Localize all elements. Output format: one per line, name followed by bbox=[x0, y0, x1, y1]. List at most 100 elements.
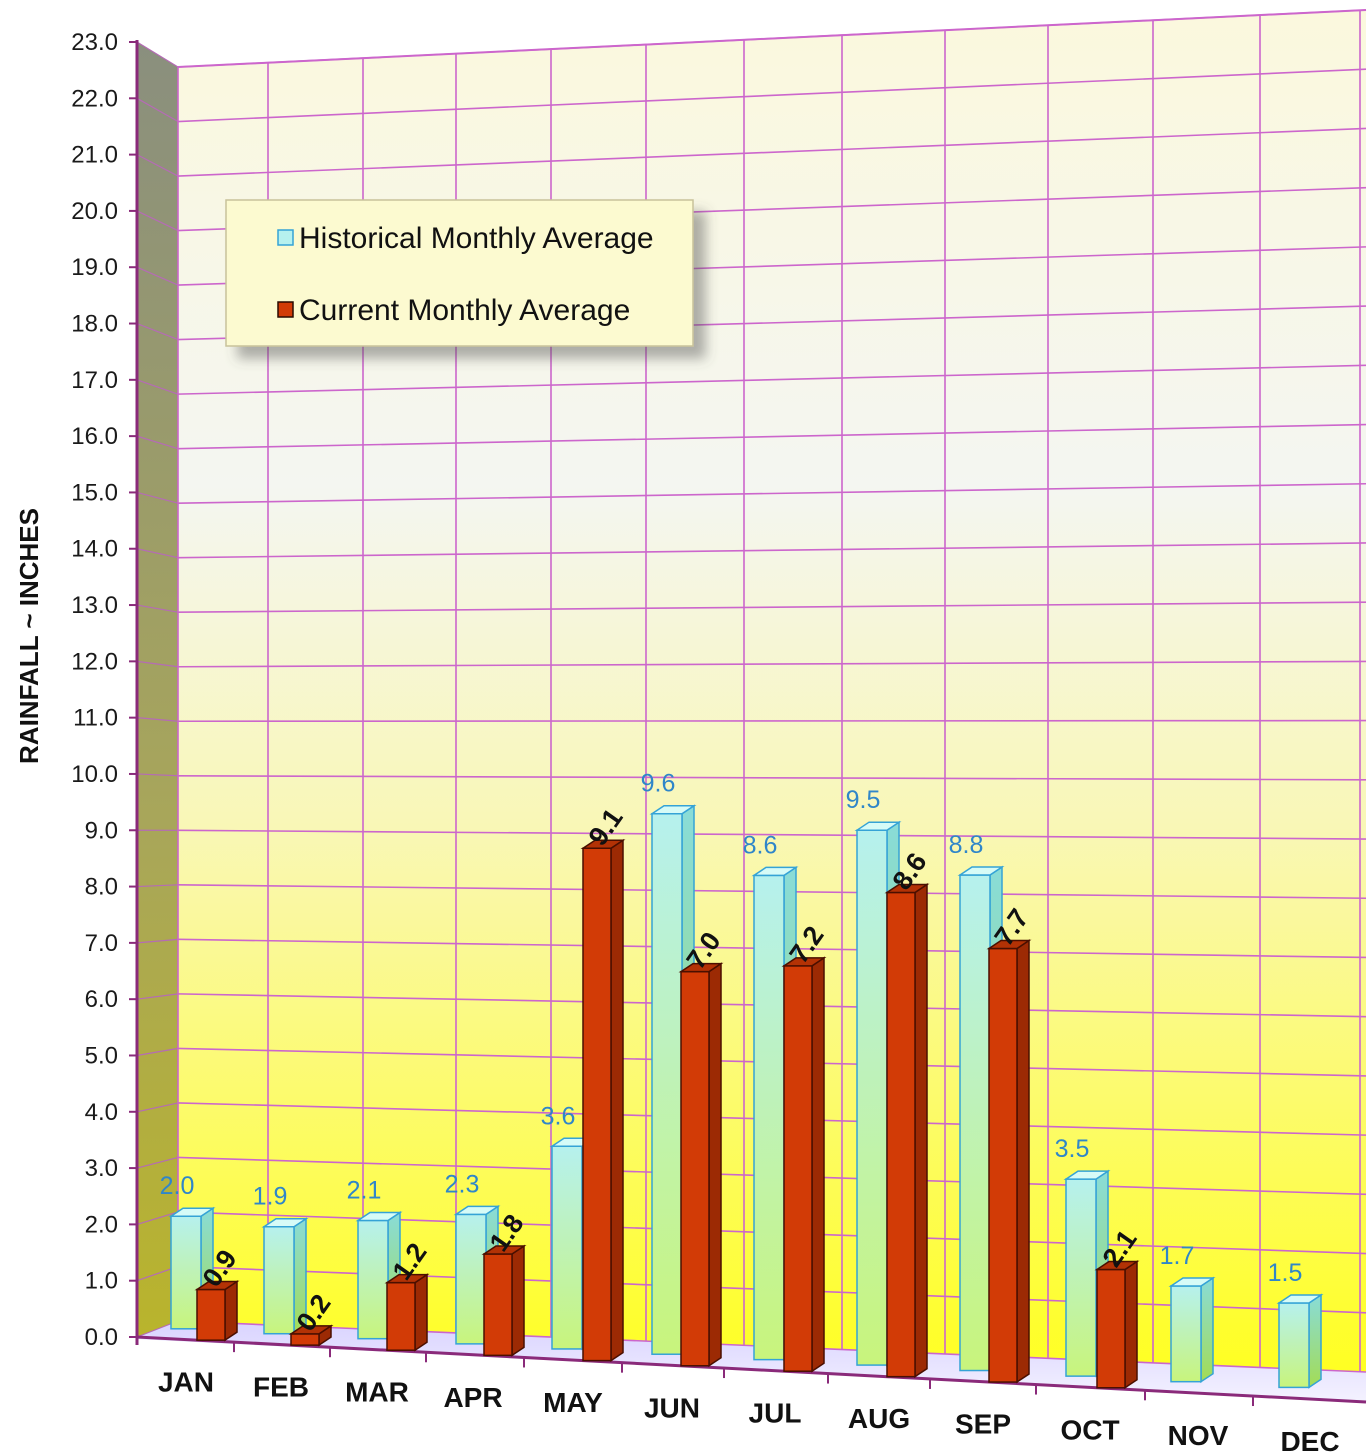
current-bar-top bbox=[580, 839, 626, 849]
gridline-h bbox=[177, 423, 1367, 450]
current-bar bbox=[481, 1244, 527, 1357]
y-tick-label: 6.0 bbox=[85, 986, 118, 1013]
hist-bar-front bbox=[1065, 1178, 1097, 1377]
current-bar-front bbox=[783, 965, 813, 1372]
current-bar-front bbox=[680, 970, 710, 1367]
gridline-side bbox=[136, 604, 179, 613]
gridline-side bbox=[136, 884, 179, 888]
y-tick-label: 22.0 bbox=[71, 85, 118, 112]
y-tick-label: 14.0 bbox=[71, 536, 118, 563]
legend-label-current: Current Monthly Average bbox=[299, 294, 630, 327]
gridline-side bbox=[136, 993, 179, 1000]
x-tick-label: MAY bbox=[543, 1387, 603, 1418]
y-tick-label: 15.0 bbox=[71, 479, 118, 506]
gridline-side bbox=[136, 266, 179, 286]
y-tick-label: 1.0 bbox=[85, 1268, 118, 1295]
y-tick-label: 3.0 bbox=[85, 1155, 118, 1182]
hist-bar-value-label: 2.1 bbox=[347, 1176, 382, 1204]
hist-bar-side bbox=[1308, 1293, 1322, 1389]
gridline-side bbox=[136, 322, 179, 341]
y-tick-label: 19.0 bbox=[71, 254, 118, 281]
hist-bar-top bbox=[751, 866, 799, 877]
hist-bar-top bbox=[1063, 1170, 1111, 1180]
y-tick-label: 5.0 bbox=[85, 1042, 118, 1069]
legend-box bbox=[225, 199, 694, 347]
hist-bar-front bbox=[455, 1213, 487, 1345]
hist-bar-front bbox=[170, 1215, 202, 1330]
gridline-side bbox=[136, 1211, 179, 1225]
legend-swatch-current bbox=[277, 301, 294, 318]
gridline-h bbox=[177, 660, 1367, 668]
floor bbox=[137, 1321, 1366, 1402]
current-bar bbox=[986, 939, 1032, 1384]
hist-bar-front bbox=[651, 812, 683, 1355]
hist-bar-top bbox=[1276, 1294, 1324, 1304]
gridline-side bbox=[136, 379, 179, 395]
current-bar-top bbox=[481, 1245, 527, 1255]
current-bar bbox=[678, 962, 724, 1368]
x-tick-label: FEB bbox=[253, 1372, 309, 1403]
current-bar-front bbox=[988, 947, 1018, 1383]
gridline-side bbox=[136, 717, 179, 722]
legend-label-historical: Historical Monthly Average bbox=[299, 222, 654, 255]
y-tick-label: 7.0 bbox=[85, 930, 118, 957]
gridline-side bbox=[136, 210, 179, 232]
current-bar-top bbox=[1094, 1260, 1140, 1271]
hist-bar-front bbox=[959, 874, 991, 1372]
current-bar bbox=[288, 1324, 334, 1347]
current-bar-top bbox=[678, 962, 724, 973]
current-bar-top bbox=[986, 939, 1032, 950]
gridline-side bbox=[136, 660, 179, 668]
hist-bar-value-label: 1.5 bbox=[1268, 1259, 1303, 1287]
current-bar-front bbox=[196, 1288, 226, 1341]
hist-bar bbox=[1276, 1293, 1324, 1389]
current-bar-front bbox=[582, 847, 612, 1362]
current-bar-front bbox=[483, 1253, 513, 1357]
current-bar bbox=[884, 883, 930, 1379]
x-tick-label: AUG bbox=[848, 1403, 910, 1434]
hist-bar-top bbox=[453, 1205, 501, 1216]
x-tick-label: JUN bbox=[644, 1392, 700, 1423]
current-bar-side bbox=[224, 1280, 238, 1342]
hist-bar-value-label: 8.8 bbox=[949, 831, 984, 859]
current-bar bbox=[781, 956, 827, 1373]
y-tick-label: 10.0 bbox=[71, 761, 118, 788]
hist-bar-value-label: 2.3 bbox=[445, 1170, 480, 1198]
gridline-h bbox=[177, 364, 1367, 395]
current-bar-side bbox=[1124, 1260, 1138, 1390]
hist-bar bbox=[1063, 1169, 1111, 1378]
y-tick-label: 21.0 bbox=[71, 142, 118, 169]
gridline-h bbox=[177, 542, 1367, 559]
current-bar bbox=[1094, 1260, 1140, 1390]
y-tick-label: 20.0 bbox=[71, 198, 118, 225]
gridline-h bbox=[177, 774, 1367, 781]
current-bar-front bbox=[386, 1281, 416, 1351]
gridline-side bbox=[136, 938, 179, 944]
y-tick-label: 8.0 bbox=[85, 874, 118, 901]
current-bar-side bbox=[414, 1273, 428, 1352]
x-tick-label: JAN bbox=[158, 1367, 214, 1398]
current-bar-side bbox=[610, 838, 624, 1362]
hist-bar-value-label: 8.6 bbox=[743, 831, 778, 859]
x-tick-label: JUL bbox=[749, 1398, 802, 1429]
gridline-side bbox=[136, 1102, 179, 1113]
hist-bar-front bbox=[551, 1145, 583, 1350]
hist-bar-value-label: 3.6 bbox=[541, 1102, 576, 1130]
gridline-h bbox=[177, 68, 1367, 123]
y-tick-label: 13.0 bbox=[71, 592, 118, 619]
hist-bar-value-label: 9.5 bbox=[846, 786, 881, 814]
hist-bar bbox=[1168, 1276, 1216, 1384]
hist-bar-value-label: 2.0 bbox=[160, 1172, 195, 1200]
gridline-h bbox=[177, 601, 1367, 614]
hist-bar-front bbox=[1278, 1302, 1310, 1389]
gridline-side bbox=[136, 548, 179, 559]
y-tick-label: 0.0 bbox=[85, 1324, 118, 1351]
current-bar bbox=[384, 1273, 430, 1352]
hist-bar bbox=[261, 1217, 309, 1336]
y-tick-label: 18.0 bbox=[71, 311, 118, 338]
gridline-side bbox=[136, 154, 179, 177]
gridline-side bbox=[136, 1047, 179, 1057]
y-tick-label: 16.0 bbox=[71, 423, 118, 450]
current-bar-side bbox=[811, 956, 825, 1373]
current-bar bbox=[580, 838, 626, 1362]
